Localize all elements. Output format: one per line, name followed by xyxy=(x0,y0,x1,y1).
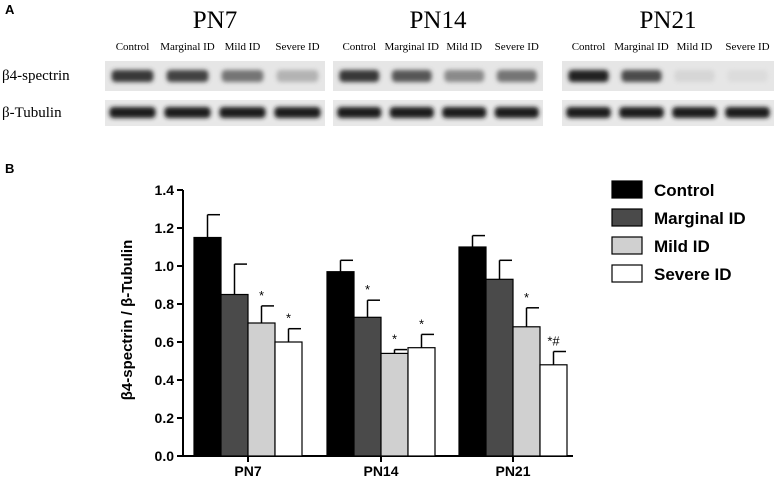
lane-label: Severe ID xyxy=(275,41,319,53)
legend-swatch xyxy=(611,236,643,255)
bar-marginal-id xyxy=(353,316,382,457)
bar-mild-id xyxy=(512,326,541,457)
legend-label: Severe ID xyxy=(654,265,732,284)
blot-band-beta4 xyxy=(621,70,662,82)
x-tick-label: PN7 xyxy=(234,463,261,479)
blot-band-beta4 xyxy=(111,70,154,82)
lane-label: Mild ID xyxy=(677,41,713,53)
significance-marker: * xyxy=(524,290,529,305)
age-label-pn21: PN21 xyxy=(640,7,697,34)
blot-band-tubulin xyxy=(274,107,321,118)
significance-marker: *# xyxy=(547,334,560,349)
lane-label: Mild ID xyxy=(225,41,261,53)
legend-label: Marginal ID xyxy=(654,209,746,228)
significance-marker: * xyxy=(286,311,291,326)
lane-label: Marginal ID xyxy=(614,41,669,53)
bar-severe-id xyxy=(274,341,303,457)
lane-label: Severe ID xyxy=(495,41,539,53)
y-tick-label: 0.2 xyxy=(155,410,175,426)
blot-band-beta4 xyxy=(444,70,485,82)
legend-swatch xyxy=(611,264,643,283)
blot-band-tubulin xyxy=(442,107,487,118)
lane-label: Mild ID xyxy=(446,41,482,53)
bar-control xyxy=(326,271,355,457)
blot-band-beta4 xyxy=(568,70,609,82)
blot-band-tubulin xyxy=(619,107,664,118)
panel-a-letter: A xyxy=(5,2,15,17)
blot-band-tubulin xyxy=(389,107,434,118)
y-tick-label: 0.8 xyxy=(155,296,175,312)
significance-marker: * xyxy=(259,288,264,303)
panel-b: B β4-spectrin / β-Tubulin 0.00.20.40.60.… xyxy=(5,161,746,479)
y-tick-label: 1.0 xyxy=(155,258,175,274)
bar-mild-id xyxy=(380,352,409,457)
blot-band-beta4 xyxy=(276,70,319,82)
blot-band-tubulin xyxy=(164,107,211,118)
significance-marker: * xyxy=(419,316,424,331)
age-label-pn7: PN7 xyxy=(193,7,237,34)
y-tick-label: 1.2 xyxy=(155,220,175,236)
blot-band-tubulin xyxy=(109,107,156,118)
x-tick-label: PN14 xyxy=(363,463,398,479)
western-blots: PN7 Control Marginal ID Mild ID Severe ID PN1… xyxy=(105,7,774,126)
blot-band-tubulin xyxy=(494,107,539,118)
significance-marker: * xyxy=(365,282,370,297)
lane-label: Marginal ID xyxy=(385,41,440,53)
x-tick-label: PN21 xyxy=(495,463,530,479)
y-tick-label: 0.6 xyxy=(155,334,175,350)
legend-swatch xyxy=(611,180,643,199)
lane-label: Control xyxy=(342,41,376,53)
lane-label: Control xyxy=(116,41,150,53)
blot-band-beta4 xyxy=(674,70,715,82)
blot-band-beta4 xyxy=(221,70,264,82)
bar-severe-id xyxy=(407,347,436,457)
legend: Control Marginal ID Mild ID Severe ID xyxy=(611,180,746,284)
bar-control xyxy=(193,236,222,457)
blot-band-beta4 xyxy=(496,70,537,82)
y-tick-label: 0.4 xyxy=(155,372,175,388)
blot-band-beta4 xyxy=(391,70,432,82)
panel-a: A β4-spectrin β-Tubulin PN7 Control Margin… xyxy=(2,2,774,126)
lane-label: Severe ID xyxy=(725,41,769,53)
bar-marginal-id xyxy=(220,293,249,457)
bar-mild-id xyxy=(247,322,276,457)
legend-label: Mild ID xyxy=(654,237,710,256)
blot-band-beta4 xyxy=(166,70,209,82)
bar-control xyxy=(458,246,487,457)
y-tick-label: 1.4 xyxy=(155,182,175,198)
bar-marginal-id xyxy=(485,278,514,457)
age-label-pn14: PN14 xyxy=(410,7,467,34)
lane-label: Control xyxy=(572,41,606,53)
lane-label: Marginal ID xyxy=(160,41,215,53)
bar-severe-id xyxy=(539,364,568,457)
blot-band-tubulin xyxy=(725,107,770,118)
significance-marker: * xyxy=(392,332,397,347)
blot-band-tubulin xyxy=(337,107,382,118)
blot-band-beta4 xyxy=(339,70,380,82)
blot-row-label-beta4: β4-spectrin xyxy=(2,68,70,84)
blot-band-tubulin xyxy=(566,107,611,118)
blot-band-beta4 xyxy=(727,70,768,82)
bar-chart: 0.0 0.2 0.4 0.6 0.8 1.0 1.2 1.4 * * PN7 * * * PN14 * *# P… xyxy=(155,182,573,479)
y-tick-label: 0.0 xyxy=(155,448,175,464)
blot-band-tubulin xyxy=(219,107,266,118)
panel-b-letter: B xyxy=(5,161,14,176)
legend-swatch xyxy=(611,208,643,227)
y-axis-label: β4-spectrin / β-Tubulin xyxy=(119,240,136,401)
blot-band-tubulin xyxy=(672,107,717,118)
legend-label: Control xyxy=(654,181,714,200)
blot-row-label-tubulin: β-Tubulin xyxy=(2,105,62,121)
